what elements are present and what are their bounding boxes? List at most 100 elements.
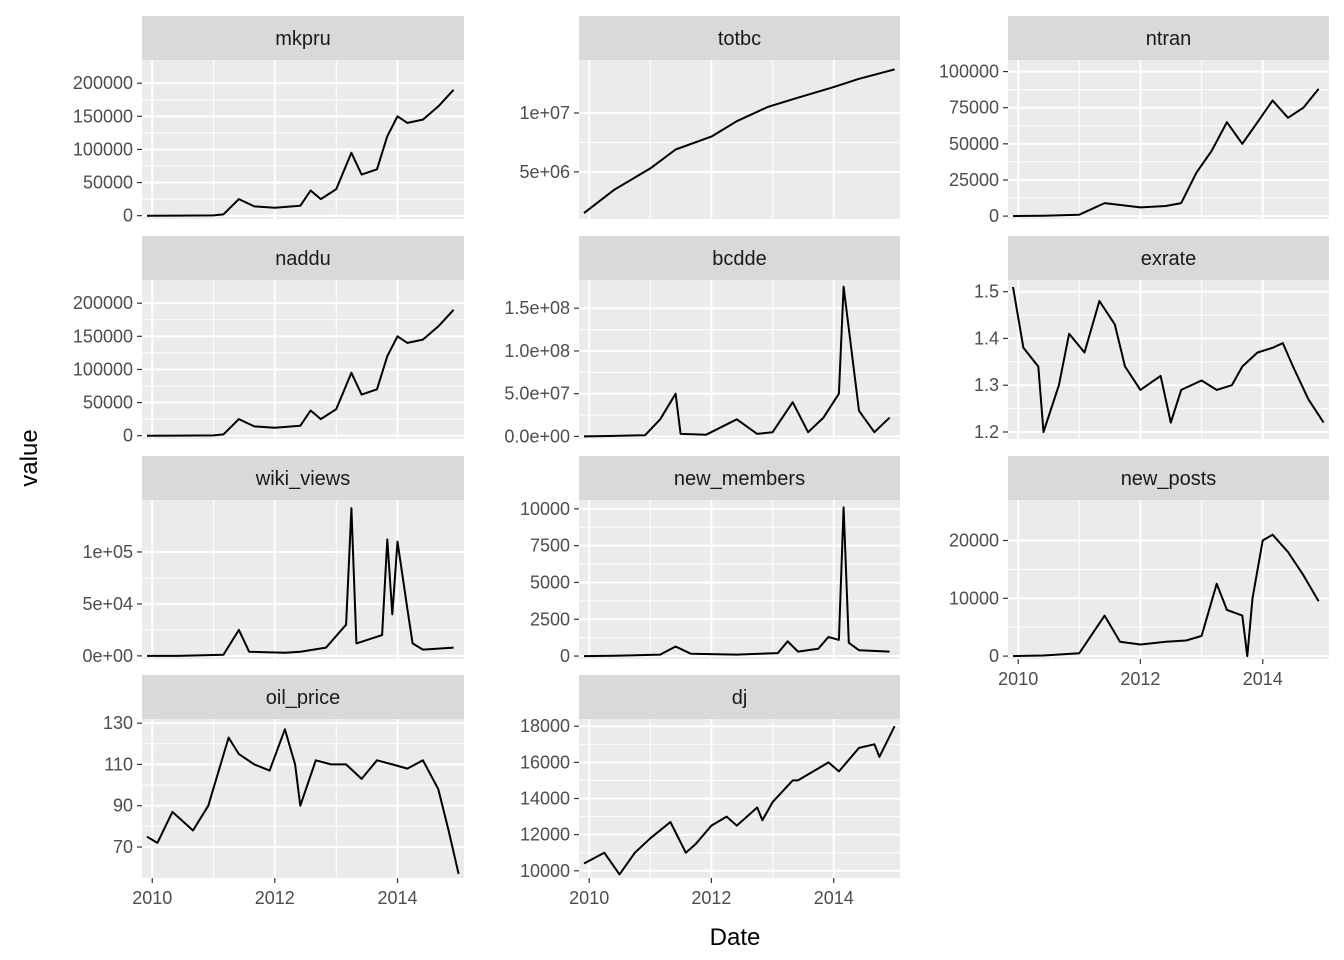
y-tick-label: 18000 — [520, 716, 570, 736]
series-line-new_members — [583, 506, 890, 658]
y-tick-label: 1.5 — [974, 282, 999, 302]
y-tick-label: 0 — [989, 646, 999, 666]
y-tick-label: 50000 — [83, 173, 133, 193]
x-tick-label: 2010 — [132, 888, 172, 908]
strip-totbc — [579, 16, 900, 60]
strip-mkpru — [142, 16, 464, 60]
y-tick-label: 1.2 — [974, 422, 999, 442]
x-tick-label: 2012 — [691, 888, 731, 908]
y-tick-label: 10000 — [520, 861, 570, 881]
x-tick-label: 2012 — [1120, 669, 1160, 689]
series-line-dj — [583, 725, 896, 876]
y-tick-label: 10000 — [949, 588, 999, 608]
strip-bcdde — [579, 236, 900, 280]
y-tick-label: 70 — [113, 837, 133, 857]
facet-panel-totbc: totbc 5e+06 1e+07 — [519, 16, 900, 219]
y-tick-label: 5e+06 — [519, 162, 570, 182]
panel-bg-new_posts — [1008, 500, 1329, 659]
y-tick-label: 100000 — [73, 359, 133, 379]
panel-bg-ntran — [1008, 60, 1329, 219]
facet-panel-new_members: new_members 0 2500 5000 7500 10000 — [520, 456, 900, 666]
series-line-mkpru — [146, 89, 455, 217]
y-tick-label: 14000 — [520, 789, 570, 809]
series-line-totbc — [583, 68, 895, 214]
strip-label-ntran: ntran — [1146, 28, 1192, 50]
y-tick-label: 150000 — [73, 106, 133, 126]
y-tick-label: 20000 — [949, 530, 999, 550]
x-tick-label: 2014 — [377, 888, 417, 908]
y-tick-label: 1e+07 — [519, 103, 570, 123]
x-tick-label: 2010 — [998, 669, 1038, 689]
strip-naddu — [142, 236, 464, 280]
y-tick-label: 5.0e+07 — [504, 384, 570, 404]
y-tick-label: 0 — [123, 426, 133, 446]
facet-panel-bcdde: bcdde 0.0e+00 5.0e+07 1.0e+08 1.5e+08 — [504, 236, 900, 446]
panel-bg-wiki_views — [142, 500, 464, 659]
x-tick-label: 2014 — [1243, 669, 1283, 689]
y-tick-label: 100000 — [939, 62, 999, 82]
y-tick-label: 200000 — [73, 73, 133, 93]
strip-label-new_posts: new_posts — [1121, 468, 1217, 490]
y-tick-label: 12000 — [520, 825, 570, 845]
y-tick-label: 75000 — [949, 98, 999, 118]
strip-wiki_views — [142, 456, 464, 500]
series-line-oil_price — [146, 728, 460, 875]
y-tick-label: 150000 — [73, 326, 133, 346]
panel-bg-mkpru — [142, 60, 464, 219]
series-line-naddu — [146, 309, 455, 437]
facet-panel-dj: dj 10000 12000 14000 16000 18000 2010 2012 2014 — [520, 675, 900, 908]
y-tick-label: 1.5e+08 — [504, 298, 570, 318]
strip-label-oil_price: oil_price — [266, 687, 340, 709]
y-tick-label: 130 — [103, 713, 133, 733]
y-tick-label: 7500 — [530, 536, 570, 556]
y-tick-label: 1.3 — [974, 375, 999, 395]
strip-new_posts — [1008, 456, 1329, 500]
y-tick-label: 90 — [113, 796, 133, 816]
strip-new_members — [579, 456, 900, 500]
y-tick-label: 50000 — [83, 393, 133, 413]
series-line-new_posts — [1012, 533, 1320, 658]
facet-panel-naddu: naddu 0 50000 100000 150000 200000 — [73, 236, 464, 446]
strip-label-new_members: new_members — [674, 468, 805, 490]
y-tick-label: 0e+00 — [82, 646, 133, 666]
series-line-wiki_views — [147, 507, 454, 657]
x-tick-label: 2014 — [814, 888, 854, 908]
facet-panels: mkpru050000100000150000200000totbc5e+061… — [73, 16, 1329, 908]
y-tick-label: 1e+05 — [82, 542, 133, 562]
y-tick-label: 10000 — [520, 499, 570, 519]
series-line-exrate — [1012, 286, 1325, 433]
facet-panel-mkpru: mkpru 0 50000 100000 150000 200000 — [73, 16, 464, 226]
y-tick-label: 16000 — [520, 752, 570, 772]
y-tick-label: 100000 — [73, 139, 133, 159]
strip-label-wiki_views: wiki_views — [255, 468, 350, 490]
y-tick-label: 2500 — [530, 609, 570, 629]
x-tick-label: 2012 — [255, 888, 295, 908]
y-tick-label: 5000 — [530, 572, 570, 592]
panel-bg-totbc — [579, 60, 900, 219]
y-axis-title: value — [16, 429, 43, 486]
strip-label-naddu: naddu — [275, 248, 331, 270]
y-tick-label: 200000 — [73, 293, 133, 313]
x-tick-label: 2010 — [569, 888, 609, 908]
strip-exrate — [1008, 236, 1329, 280]
y-tick-label: 1.4 — [974, 328, 999, 348]
y-tick-label: 50000 — [949, 134, 999, 154]
series-line-bcdde — [583, 285, 891, 438]
facet-panel-wiki_views: wiki_views 0e+00 5e+04 1e+05 — [82, 456, 464, 666]
strip-label-mkpru: mkpru — [275, 28, 331, 50]
y-tick-label: 110 — [104, 754, 133, 774]
y-tick-label: 25000 — [949, 170, 999, 190]
facet-panel-exrate: exrate 1.2 1.3 1.4 1.5 — [974, 236, 1329, 442]
y-tick-label: 5e+04 — [82, 594, 133, 614]
facet-panel-new_posts: new_posts 0 10000 20000 2010 2012 2014 — [949, 456, 1329, 689]
y-tick-label: 0 — [989, 206, 999, 226]
x-axis-title: Date — [710, 924, 761, 951]
strip-label-bcdde: bcdde — [712, 248, 767, 270]
series-line-ntran — [1012, 88, 1320, 218]
y-tick-label: 1.0e+08 — [504, 341, 570, 361]
strip-label-exrate: exrate — [1141, 248, 1197, 270]
strip-dj — [579, 675, 900, 719]
facet-panel-ntran: ntran 0 25000 50000 75000 100000 — [939, 16, 1329, 226]
strip-oil_price — [142, 675, 464, 719]
